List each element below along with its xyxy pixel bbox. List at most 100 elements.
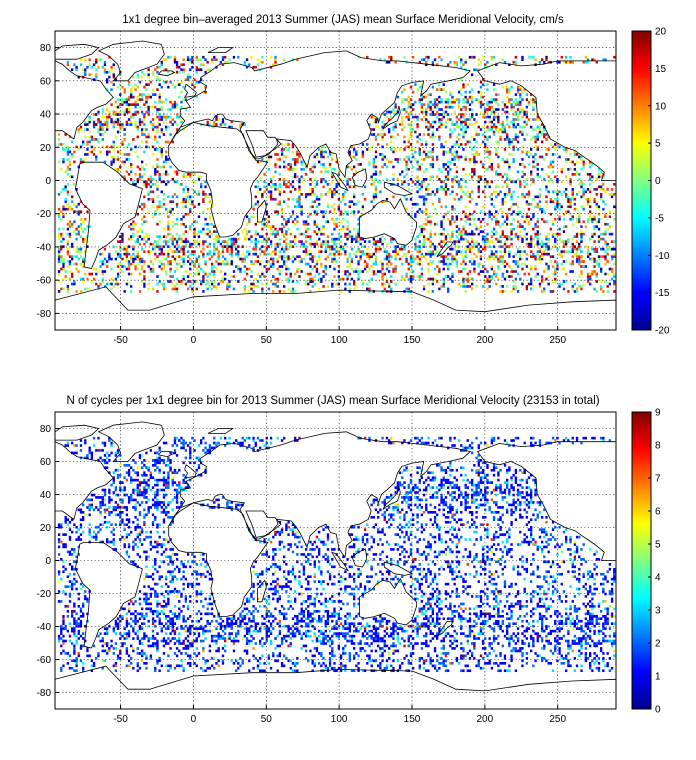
data-bin xyxy=(425,120,428,124)
data-bin xyxy=(449,90,452,94)
data-bin xyxy=(138,120,142,124)
data-bin xyxy=(508,100,511,104)
data-bin xyxy=(350,669,354,673)
data-bin xyxy=(294,168,297,171)
data-bin xyxy=(252,252,255,256)
data-bin xyxy=(541,155,544,159)
data-bin xyxy=(175,255,179,258)
data-bin xyxy=(409,125,413,129)
data-bin xyxy=(145,232,148,236)
data-bin xyxy=(189,210,192,214)
data-bin xyxy=(167,280,170,283)
data-bin xyxy=(532,118,535,121)
data-bin xyxy=(210,267,214,271)
data-bin xyxy=(206,232,209,236)
data-bin xyxy=(114,280,118,283)
data-bin xyxy=(516,235,520,238)
data-bin xyxy=(245,215,249,219)
data-bin xyxy=(462,225,465,228)
data-bin xyxy=(473,173,476,176)
data-bin xyxy=(154,257,157,261)
axes-frame xyxy=(54,30,617,331)
data-bin xyxy=(130,93,133,96)
data-bin xyxy=(213,123,216,126)
data-bin xyxy=(121,100,124,104)
data-bin xyxy=(167,108,170,111)
data-bin xyxy=(357,227,360,231)
data-bin xyxy=(353,165,356,169)
data-bin xyxy=(86,123,89,126)
data-bin xyxy=(213,55,216,59)
data-bin xyxy=(503,242,507,246)
data-bin xyxy=(82,280,85,283)
data-bin xyxy=(525,215,529,219)
data-bin xyxy=(595,275,598,278)
data-bin xyxy=(558,252,561,256)
data-bin xyxy=(477,195,480,199)
data-bin xyxy=(597,257,601,261)
data-bin xyxy=(506,160,509,164)
data-bin xyxy=(366,255,369,258)
data-bin xyxy=(119,252,122,256)
data-bin xyxy=(466,285,469,288)
data-bin xyxy=(101,260,104,263)
data-bin xyxy=(580,235,583,238)
data-bin xyxy=(200,175,203,179)
data-bin xyxy=(276,285,279,288)
data-bin xyxy=(106,125,109,129)
data-bin xyxy=(409,160,413,164)
data-bin xyxy=(147,68,150,72)
data-bin xyxy=(79,63,83,67)
data-bin xyxy=(320,195,323,199)
data-bin xyxy=(110,145,113,149)
data-bin xyxy=(447,178,450,181)
data-bin xyxy=(339,220,343,224)
data-bin xyxy=(200,68,203,72)
data-bin xyxy=(438,252,441,256)
data-bin xyxy=(578,183,581,186)
data-bin xyxy=(256,190,260,194)
data-bin xyxy=(348,282,351,286)
data-bin xyxy=(392,150,395,154)
data-bin xyxy=(84,73,87,77)
data-bin xyxy=(602,188,605,191)
data-bin xyxy=(412,165,415,169)
data-bin xyxy=(226,247,229,251)
data-bin xyxy=(165,98,168,101)
data-bin xyxy=(457,90,461,94)
data-bin xyxy=(414,247,417,251)
data-bin xyxy=(243,260,247,263)
data-bin xyxy=(112,245,115,248)
data-bin xyxy=(291,145,295,149)
data-bin xyxy=(444,235,448,238)
data-bin xyxy=(291,175,295,179)
data-bin xyxy=(578,262,581,266)
data-bin xyxy=(582,232,585,236)
data-bin xyxy=(444,183,448,186)
data-bin xyxy=(372,197,376,201)
data-bin xyxy=(99,265,102,268)
data-bin xyxy=(77,232,80,236)
data-bin xyxy=(488,128,491,131)
data-bin xyxy=(608,282,612,286)
data-bin xyxy=(442,123,445,126)
data-bin xyxy=(412,666,415,670)
data-bin xyxy=(497,257,500,261)
data-bin xyxy=(57,235,61,238)
data-bin xyxy=(213,275,216,278)
data-bin xyxy=(444,113,448,116)
data-bin xyxy=(420,95,424,99)
data-bin xyxy=(259,235,262,238)
data-bin xyxy=(451,215,454,219)
data-bin xyxy=(549,163,553,166)
data-bin xyxy=(466,195,469,199)
data-bin xyxy=(613,205,616,209)
data-bin xyxy=(363,197,367,201)
data-bin xyxy=(372,242,376,246)
data-bin xyxy=(508,143,511,146)
data-bin xyxy=(119,150,122,154)
data-bin xyxy=(573,252,577,256)
data-bin xyxy=(495,115,498,119)
data-bin xyxy=(221,120,225,124)
data-bin xyxy=(462,255,465,258)
